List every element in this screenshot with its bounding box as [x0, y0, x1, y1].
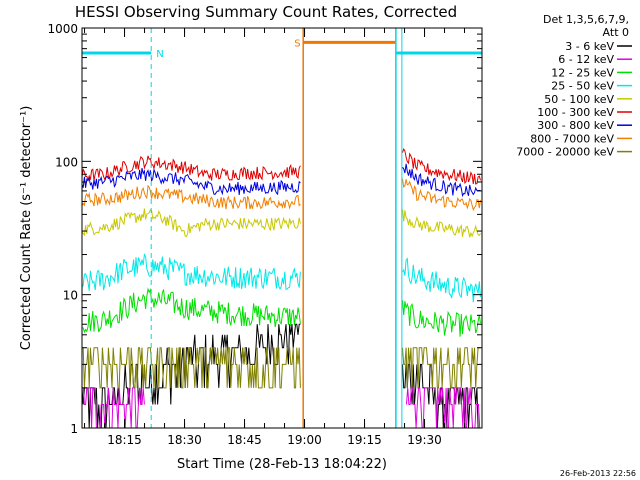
series-6-segment-2	[402, 147, 481, 185]
x-axis: 18:15 18:30 18:45 19:00 19:15 19:30	[84, 28, 466, 447]
plot-frame	[81, 27, 483, 429]
legend-label-8: 800 - 7000 keV	[530, 132, 614, 145]
series-6-segment-1	[81, 155, 301, 182]
x-tick-label-2: 18:30	[167, 433, 202, 447]
series-2-line	[82, 387, 481, 429]
legend-label-4: 25 - 50 keV	[551, 80, 614, 93]
series-7-line	[81, 163, 481, 198]
series-9-segment-2	[402, 347, 481, 389]
data-marks	[81, 147, 481, 429]
x-axis-label: Start Time (28-Feb-13 18:04:22)	[177, 457, 387, 472]
series-1-line	[81, 323, 481, 429]
chart-title: HESSI Observing Summary Count Rates, Cor…	[75, 3, 457, 21]
series-7-segment-2	[402, 163, 481, 198]
series-7-segment-1	[81, 167, 301, 196]
footer-timestamp: 26-Feb-2013 22:56	[560, 469, 636, 478]
series-2-segment-2	[406, 387, 481, 429]
series-9-segment-1	[82, 347, 301, 389]
y-axis-label: Corrected Count Rate (s⁻¹ detector⁻¹)	[19, 106, 34, 351]
x-tick-label-5: 19:15	[347, 433, 382, 447]
legend-label-2: 6 - 12 keV	[558, 53, 614, 66]
series-5-segment-1	[81, 208, 301, 238]
legend-label-7: 300 - 800 keV	[537, 119, 614, 132]
series-4-segment-1	[81, 252, 301, 291]
series-1-segment-1	[81, 323, 301, 429]
x-tick-label-1: 18:15	[107, 433, 142, 447]
legend-title-line-1: Det 1,3,5,6,7,9,	[543, 13, 629, 26]
legend-label-5: 50 - 100 keV	[544, 93, 614, 106]
series-2-segment-1	[82, 387, 145, 429]
marker-label-s: S	[294, 38, 300, 49]
marker-bars: NS	[82, 28, 483, 428]
marker-label-n: N	[156, 49, 163, 60]
series-3-line	[81, 287, 481, 337]
series-8-segment-2	[402, 178, 481, 212]
x-tick-label-3: 18:45	[227, 433, 262, 447]
y-tick-label-4: 1000	[47, 22, 78, 36]
legend-title-line-2: Att 0	[603, 26, 629, 39]
x-tick-label-6: 19:30	[407, 433, 442, 447]
series-3-segment-1	[81, 287, 301, 334]
x-tick-label-4: 19:00	[287, 433, 322, 447]
y-axis: 1 10 100 1000	[47, 22, 482, 436]
legend-label-1: 3 - 6 keV	[565, 40, 614, 53]
legend-label-3: 12 - 25 keV	[551, 66, 614, 79]
series-6-line	[81, 147, 481, 185]
series-4-segment-2	[402, 257, 481, 303]
series-3-segment-2	[402, 300, 481, 337]
y-tick-label-2: 10	[63, 289, 78, 303]
series-5-line	[81, 208, 481, 238]
legend-label-9: 7000 - 20000 keV	[516, 146, 614, 159]
series-8-segment-1	[81, 184, 301, 210]
series-9-line	[82, 347, 481, 389]
series-5-segment-2	[402, 209, 481, 238]
y-tick-label-1: 1	[70, 422, 78, 436]
series-8-line	[81, 178, 481, 212]
legend-label-6: 100 - 300 keV	[537, 106, 614, 119]
y-tick-label-3: 100	[55, 155, 78, 169]
series-4-line	[81, 252, 481, 303]
